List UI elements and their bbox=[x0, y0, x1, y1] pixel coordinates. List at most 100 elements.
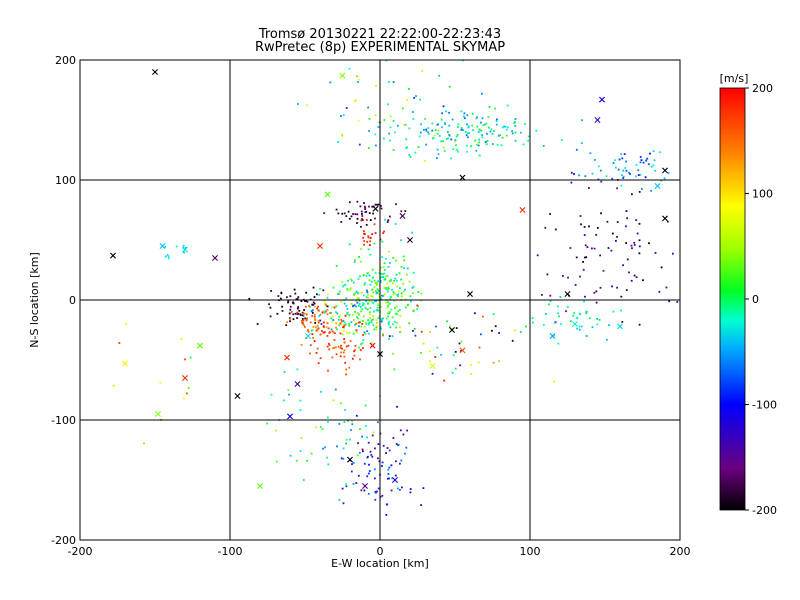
data-point bbox=[448, 85, 451, 88]
y-tick-label: 200 bbox=[55, 54, 76, 67]
data-point bbox=[501, 136, 504, 139]
data-point bbox=[392, 291, 395, 293]
data-point bbox=[585, 335, 588, 337]
data-point bbox=[492, 361, 495, 364]
data-point bbox=[404, 288, 406, 291]
data-point bbox=[391, 477, 393, 480]
data-point bbox=[501, 126, 504, 129]
data-point bbox=[481, 136, 484, 139]
data-point bbox=[433, 134, 436, 137]
data-point bbox=[297, 103, 299, 105]
data-point bbox=[343, 338, 346, 340]
data-point bbox=[482, 315, 484, 318]
data-point bbox=[355, 99, 357, 102]
data-point bbox=[332, 315, 334, 318]
data-point bbox=[611, 232, 614, 235]
data-point bbox=[356, 301, 359, 304]
data-point bbox=[299, 314, 302, 316]
data-point bbox=[335, 326, 337, 329]
data-point bbox=[618, 158, 621, 161]
data-point bbox=[328, 344, 331, 346]
data-point bbox=[373, 468, 376, 471]
data-point bbox=[289, 295, 292, 298]
plot-frame bbox=[79, 59, 681, 541]
data-point bbox=[289, 318, 292, 321]
data-point bbox=[361, 342, 364, 344]
data-point bbox=[659, 151, 661, 154]
data-point bbox=[460, 128, 463, 131]
data-point bbox=[511, 339, 514, 342]
data-point bbox=[302, 321, 304, 324]
data-point bbox=[372, 276, 374, 279]
data-point bbox=[378, 295, 381, 298]
data-point bbox=[377, 126, 380, 128]
data-point bbox=[333, 339, 336, 341]
data-point bbox=[342, 329, 345, 332]
data-point bbox=[367, 323, 370, 326]
data-point bbox=[466, 123, 468, 126]
data-point bbox=[364, 332, 367, 335]
data-point bbox=[436, 133, 439, 135]
data-point bbox=[454, 351, 457, 353]
data-point bbox=[635, 164, 638, 166]
data-point bbox=[478, 138, 480, 141]
data-point bbox=[375, 309, 378, 312]
data-point bbox=[408, 88, 410, 90]
data-point bbox=[583, 226, 586, 228]
data-point bbox=[402, 290, 405, 293]
data-point bbox=[385, 301, 388, 304]
data-point bbox=[520, 131, 522, 134]
data-point bbox=[357, 292, 360, 295]
data-point bbox=[376, 203, 379, 206]
data-point bbox=[343, 325, 346, 327]
data-point bbox=[377, 309, 379, 312]
data-point bbox=[365, 300, 367, 302]
data-point bbox=[412, 271, 415, 274]
data-point bbox=[312, 304, 314, 306]
colorbar-ticks: -200 -100 0 100 200 bbox=[719, 82, 777, 517]
y-tick-label: 100 bbox=[55, 174, 76, 187]
data-point bbox=[289, 308, 292, 311]
data-point bbox=[476, 125, 479, 128]
data-point bbox=[268, 303, 270, 306]
data-point bbox=[378, 315, 381, 317]
data-point bbox=[514, 329, 516, 332]
data-point bbox=[312, 326, 315, 328]
data-point bbox=[310, 329, 313, 332]
data-point bbox=[457, 126, 459, 128]
data-point bbox=[367, 296, 370, 299]
data-point bbox=[406, 429, 408, 432]
data-point bbox=[503, 125, 505, 128]
data-point bbox=[302, 315, 305, 317]
data-point bbox=[289, 317, 291, 320]
data-point bbox=[599, 169, 602, 172]
data-point bbox=[424, 118, 426, 120]
data-point bbox=[392, 282, 394, 285]
data-point bbox=[318, 310, 320, 312]
data-point bbox=[335, 322, 338, 325]
data-point bbox=[383, 119, 386, 121]
data-point bbox=[380, 207, 383, 210]
data-point bbox=[143, 442, 145, 445]
data-point bbox=[301, 311, 304, 314]
data-point bbox=[363, 233, 366, 235]
data-point bbox=[338, 291, 340, 294]
data-point bbox=[363, 230, 365, 233]
data-point bbox=[541, 294, 543, 296]
cross-marker bbox=[662, 215, 668, 222]
data-point bbox=[654, 169, 657, 172]
data-point bbox=[597, 165, 600, 168]
data-point bbox=[384, 278, 387, 281]
data-point bbox=[419, 98, 421, 101]
data-point bbox=[343, 302, 346, 305]
cross-marker bbox=[152, 69, 158, 75]
data-point bbox=[338, 324, 341, 327]
data-point bbox=[576, 317, 579, 320]
data-point bbox=[410, 300, 412, 303]
data-point bbox=[400, 210, 403, 213]
data-point bbox=[625, 210, 628, 212]
data-point bbox=[481, 92, 483, 95]
data-point bbox=[369, 219, 372, 221]
data-point bbox=[367, 302, 369, 305]
